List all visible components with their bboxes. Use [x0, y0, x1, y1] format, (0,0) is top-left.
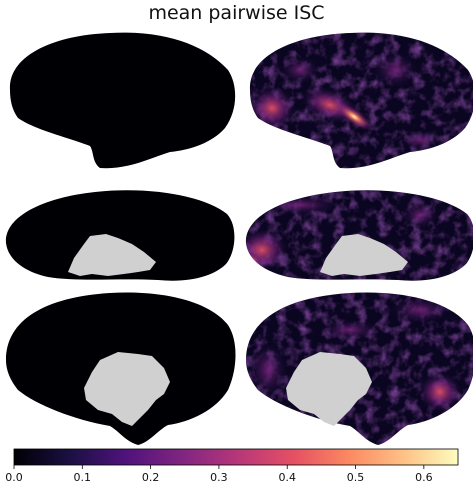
colorbar-tick-label: 0.4	[278, 471, 296, 484]
colorbar-tick-label: 0.0	[5, 471, 23, 484]
colorbar-tick-label: 0.6	[415, 471, 433, 484]
panel-row3-left	[6, 292, 236, 445]
colorbar-tick-label: 0.5	[347, 471, 365, 484]
panel-row2-left	[5, 190, 235, 281]
colorbar-ticks: 0.0 0.1 0.2 0.3 0.4 0.5 0.6	[5, 465, 433, 484]
chart-title: mean pairwise ISC	[148, 2, 325, 24]
colorbar	[13, 448, 459, 466]
panel-row1-left	[9, 32, 236, 169]
panel-row2-right	[245, 190, 473, 281]
colorbar-tick-label: 0.2	[142, 471, 160, 484]
panel-row1-right	[249, 32, 473, 169]
colorbar-tick-label: 0.3	[210, 471, 228, 484]
colorbar-tick-label: 0.1	[74, 471, 92, 484]
panel-row3-right	[246, 292, 473, 445]
